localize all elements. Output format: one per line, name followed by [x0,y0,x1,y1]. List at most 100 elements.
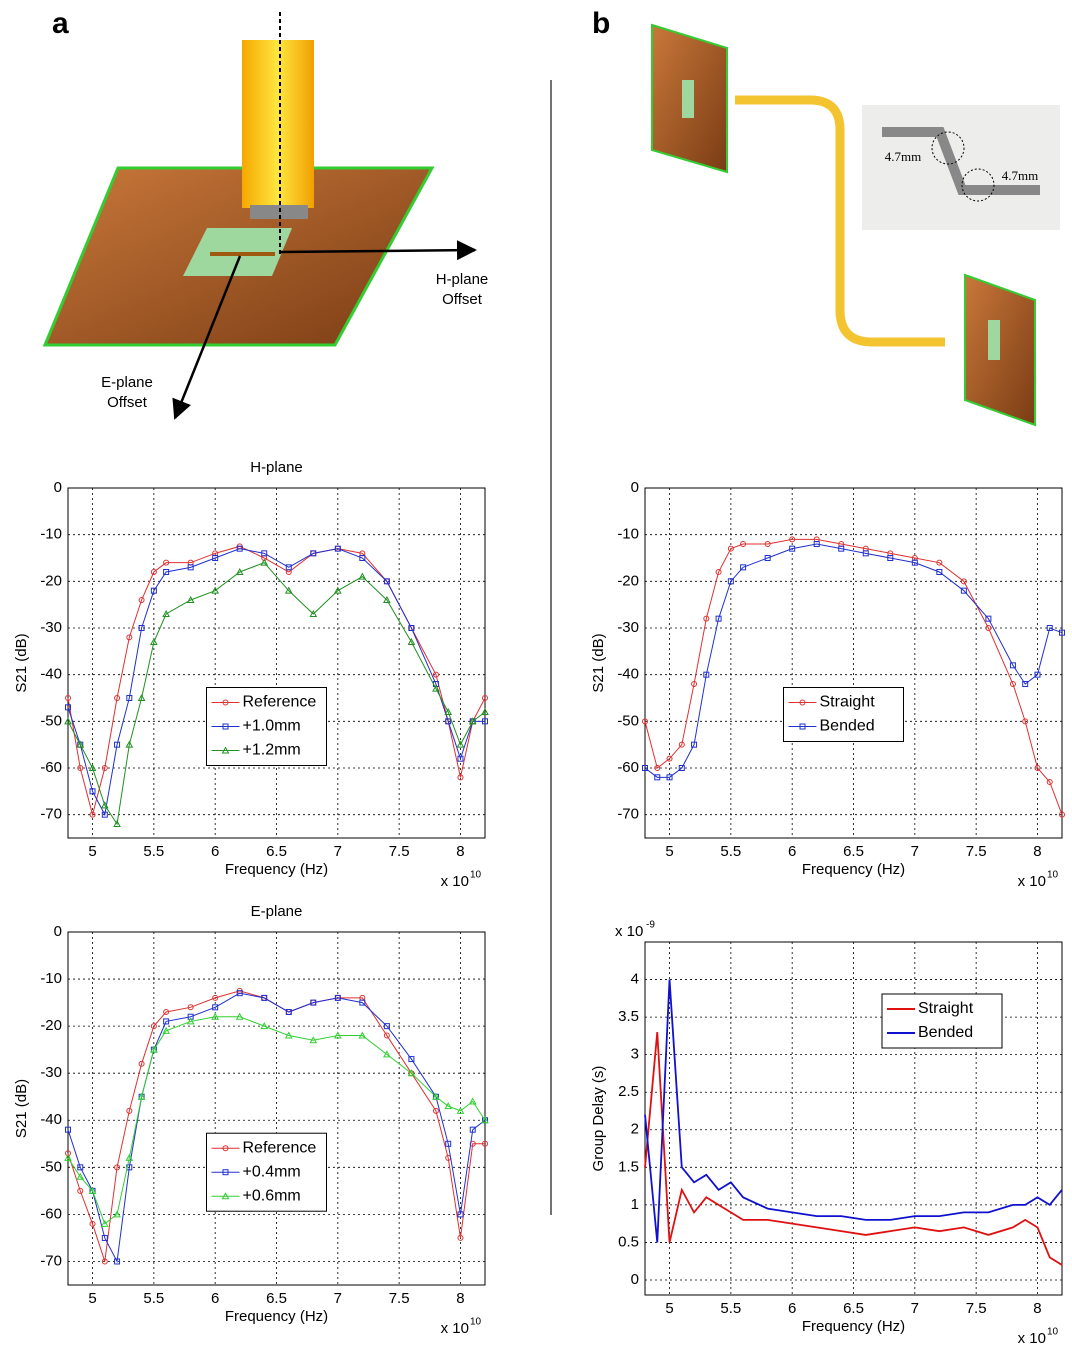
axis-multiplier: x 10 [441,1320,469,1337]
x-tick-label: 7 [911,843,919,860]
y-tick-label: 3 [631,1046,639,1063]
x-tick-label: 8 [1033,843,1041,860]
y-tick-label: -60 [617,759,639,776]
legend-label: +1.0mm [243,718,301,735]
y-axis-label: S21 (dB) [13,633,30,692]
y-tick-label: -30 [40,619,62,636]
y-tick-label: 0 [631,1271,639,1288]
axis-multiplier: 10 [470,870,482,881]
x-tick-label: 5 [665,843,673,860]
x-axis-label: Frequency (Hz) [802,861,905,878]
legend-label: +0.6mm [243,1187,301,1204]
x-tick-label: 6 [788,843,796,860]
axis-multiplier: 10 [470,1317,482,1328]
x-tick-label: 5.5 [143,843,164,860]
x-tick-label: 8 [1033,1300,1041,1317]
x-tick-label: 5.5 [143,1290,164,1307]
x-tick-label: 5.5 [720,1300,741,1317]
axis-multiplier: x 10 [1018,1330,1046,1343]
axis-multiplier: 10 [1047,870,1059,881]
x-axis-label: Frequency (Hz) [802,1318,905,1335]
axis-multiplier: x 10 [615,923,643,940]
panel-label: b [592,7,610,40]
diagram-a: H-plane Offset E-plane Offset [45,12,488,418]
x-tick-label: 7.5 [389,843,410,860]
annotation: 4.7mm [885,149,921,164]
y-tick-label: -20 [40,1017,62,1034]
y-tick-label: -20 [40,572,62,589]
x-tick-label: 5 [88,843,96,860]
y-tick-label: 1 [631,1196,639,1213]
x-tick-label: 7.5 [966,843,987,860]
axis-multiplier: x 10 [1018,873,1046,890]
x-tick-label: 8 [456,843,464,860]
y-tick-label: -50 [40,712,62,729]
axis-multiplier: -9 [646,920,655,931]
x-tick-label: 7.5 [389,1290,410,1307]
x-tick-label: 5 [665,1300,673,1317]
x-tick-label: 7 [334,1290,342,1307]
y-tick-label: 2.5 [618,1083,639,1100]
y-tick-label: -40 [617,666,639,683]
legend-label: Reference [243,1139,317,1156]
diagram-b: 4.7mm 4.7mm [652,25,1060,425]
annotation: H-plane [436,271,489,288]
x-tick-label: 6 [211,1290,219,1307]
x-tick-label: 6 [211,843,219,860]
legend-label: Bended [918,1024,973,1041]
y-tick-label: 4 [631,971,639,988]
x-tick-label: 6.5 [843,843,864,860]
legend-label: Reference [243,694,317,711]
y-tick-label: -20 [617,572,639,589]
x-tick-label: 7 [911,1300,919,1317]
annotation: 4.7mm [1002,168,1038,183]
legend-label: Straight [918,1000,974,1017]
legend-label: Bended [820,718,875,735]
y-tick-label: -30 [40,1064,62,1081]
y-tick-label: -70 [40,806,62,823]
axis-multiplier: 10 [1047,1327,1059,1338]
y-tick-label: -70 [40,1252,62,1269]
x-tick-label: 6.5 [266,1290,287,1307]
y-tick-label: 0.5 [618,1233,639,1250]
x-tick-label: 6.5 [843,1300,864,1317]
figure: a b H-plane Offset E-plane Offset 4.7mm … [0,0,1072,1343]
y-axis-label: Group Delay (s) [590,1066,607,1172]
annotation: E-plane [101,374,153,391]
legend-label: Straight [820,694,876,711]
y-tick-label: -10 [40,526,62,543]
y-tick-label: -60 [40,759,62,776]
y-tick-label: -60 [40,1205,62,1222]
y-tick-label: -10 [617,526,639,543]
x-axis-label: Frequency (Hz) [225,861,328,878]
y-tick-label: 1.5 [618,1158,639,1175]
legend-label: +1.2mm [243,742,301,759]
y-tick-label: -30 [617,619,639,636]
x-tick-label: 8 [456,1290,464,1307]
x-tick-label: 6 [788,1300,796,1317]
x-tick-label: 5.5 [720,843,741,860]
y-axis-label: S21 (dB) [13,1079,30,1138]
x-tick-label: 6.5 [266,843,287,860]
panel-label: a [52,7,69,40]
x-tick-label: 7 [334,843,342,860]
annotation: Offset [442,291,483,308]
y-tick-label: 0 [54,479,62,496]
y-tick-label: -40 [40,1111,62,1128]
y-tick-label: 2 [631,1121,639,1138]
y-tick-label: -50 [617,712,639,729]
annotation: Offset [107,394,148,411]
y-tick-label: 0 [54,923,62,940]
chart-title: E-plane [251,903,303,920]
x-tick-label: 7.5 [966,1300,987,1317]
y-tick-label: -40 [40,666,62,683]
y-tick-label: -50 [40,1158,62,1175]
y-tick-label: 0 [631,479,639,496]
axis-multiplier: x 10 [441,873,469,890]
y-tick-label: -70 [617,806,639,823]
chart-title: H-plane [250,459,303,476]
y-axis-label: S21 (dB) [590,633,607,692]
y-tick-label: 3.5 [618,1008,639,1025]
y-tick-label: -10 [40,970,62,987]
legend-label: +0.4mm [243,1163,301,1180]
